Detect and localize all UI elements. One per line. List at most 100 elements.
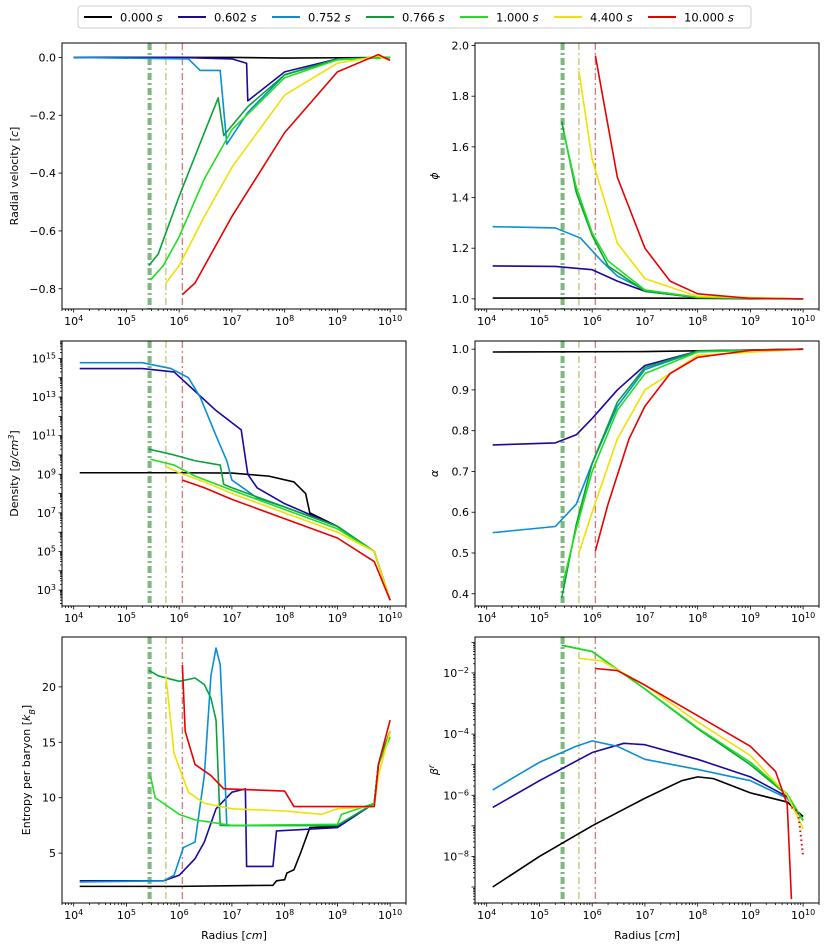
legend-label-5: 4.400 s [590, 11, 633, 25]
x-tick-label: 107 [635, 314, 654, 329]
panel-entropy: 104 105 106 107 108 109 1010 5 10 15 20 Entropy per… [20, 636, 407, 942]
series-line-0.766 [148, 448, 391, 601]
series-line-0.602 [79, 367, 391, 601]
panel-density: 104 105 106 107 108 109 1010 103 105 107 109 1011 10… [7, 340, 407, 626]
x-tick-label: 104 [477, 314, 496, 329]
y-tick-label: 109 [37, 467, 56, 482]
y-tick-label: 5 [49, 847, 56, 860]
series-line-10.000 [595, 667, 793, 900]
legend-label-3: 0.766 s [402, 11, 445, 25]
y-tick-label: 10−2 [443, 665, 469, 680]
x-tick-label: 104 [477, 611, 496, 626]
y-tick-label: 1.8 [452, 90, 470, 103]
series-line-0.752 [492, 225, 804, 300]
legend-label-1: 0.602 s [214, 11, 257, 25]
series-line-1.000 [149, 736, 391, 827]
y-tick-label: 15 [42, 736, 56, 749]
series-line-4.400 [165, 465, 391, 601]
series-line-1.000 [562, 131, 804, 300]
x-tick-label: 108 [688, 611, 707, 626]
x-tick-label: 107 [222, 908, 241, 923]
x-tick-label: 106 [583, 908, 602, 923]
y-tick-label: 10−6 [443, 788, 469, 803]
y-tick-label: 1011 [32, 428, 56, 443]
y-axis-label: βr [427, 764, 442, 776]
y-tick-label: 20 [42, 681, 56, 694]
x-tick-label: 107 [635, 908, 654, 923]
y-tick-label: 0.4 [452, 588, 470, 601]
axes-frame-entropy [61, 636, 407, 904]
series-line-4.400 [165, 675, 391, 816]
x-tick-label: 1010 [378, 611, 402, 626]
series-line-10.000 [181, 664, 391, 808]
panel-phi: 104 105 106 107 108 109 1010 1.0 1.2 1.4 1.6 1.8 2.0… [428, 40, 820, 329]
y-tick-label: 10−8 [443, 849, 469, 864]
axes-frame-phi [474, 42, 820, 310]
x-tick-label: 107 [222, 314, 241, 329]
x-tick-label: 109 [741, 908, 760, 923]
x-tick-label: 104 [64, 611, 83, 626]
y-axis-label: ϕ [428, 172, 441, 179]
series-line-4.400 [578, 70, 804, 300]
x-tick-label: 106 [170, 611, 189, 626]
x-tick-label: 106 [170, 908, 189, 923]
x-tick-label: 109 [328, 908, 347, 923]
series-line-1.000 [563, 644, 804, 821]
y-tick-label: 0.7 [452, 465, 470, 478]
series-line-0.766 [561, 644, 804, 821]
x-tick-label: 106 [170, 314, 189, 329]
y-tick-label: 1.0 [452, 293, 470, 306]
y-tick-label: 105 [37, 544, 56, 559]
series-line-0.766 [148, 669, 391, 827]
plot-area-phi [492, 43, 804, 309]
series-line-10.000 [181, 53, 391, 296]
series-line-0.752 [492, 740, 804, 821]
x-tick-label: 105 [530, 314, 549, 329]
axes-frame-beta [474, 636, 820, 904]
x-tick-label: 1010 [791, 908, 815, 923]
y-axis-label: Entropy per baryon [kB] [20, 705, 37, 835]
series-line-0.000 [492, 776, 804, 888]
y-tick-label: 107 [37, 505, 56, 520]
x-tick-label: 1010 [378, 908, 402, 923]
y-tick-label: −0.8 [29, 283, 56, 296]
x-tick-label: 104 [64, 314, 83, 329]
series-line-0.602 [492, 742, 804, 821]
x-tick-label: 105 [117, 908, 136, 923]
x-tick-label: 105 [530, 908, 549, 923]
legend-label-6: 10.000 s [684, 11, 734, 25]
x-tick-label: 1010 [378, 314, 402, 329]
y-tick-label: 10−4 [443, 727, 469, 742]
legend-label-4: 1.000 s [496, 11, 539, 25]
x-tick-label: 109 [328, 611, 347, 626]
y-tick-label: 2.0 [452, 40, 470, 53]
x-tick-label: 107 [635, 611, 654, 626]
panel-alpha: 104 105 106 107 108 109 1010 0.4 0.5 0.6 0.7 0.8 0.9… [428, 340, 820, 626]
y-tick-label: −0.2 [29, 109, 56, 122]
y-tick-label: 1.6 [452, 141, 470, 154]
series-line-10.000 [594, 55, 804, 300]
plot-area-alpha [492, 341, 804, 606]
series-line-10.000 [182, 479, 391, 601]
y-tick-label: 0.5 [452, 547, 470, 560]
legend-label-0: 0.000 s [120, 11, 163, 25]
x-tick-label: 105 [530, 611, 549, 626]
axes-frame-alpha [474, 340, 820, 607]
x-tick-label: 109 [328, 314, 347, 329]
y-tick-label: 0.9 [452, 384, 470, 397]
y-tick-label: 0.0 [39, 51, 57, 64]
y-tick-label: 0.8 [452, 425, 470, 438]
series-line-1.000 [149, 56, 391, 281]
series-line-10.000 [594, 348, 804, 552]
legend-label-2: 0.752 s [308, 11, 351, 25]
y-tick-label: 1.4 [452, 192, 470, 205]
y-tick-label: −0.4 [29, 167, 56, 180]
series-line-4.400 [165, 55, 391, 284]
series-line-0.602 [492, 265, 804, 300]
legend-frame [77, 5, 752, 29]
plot-area-density [79, 341, 391, 606]
series-line-0.766 [560, 348, 804, 599]
series-line-0.752 [492, 348, 804, 534]
y-axis-label: Density [g/cm3] [7, 430, 22, 516]
